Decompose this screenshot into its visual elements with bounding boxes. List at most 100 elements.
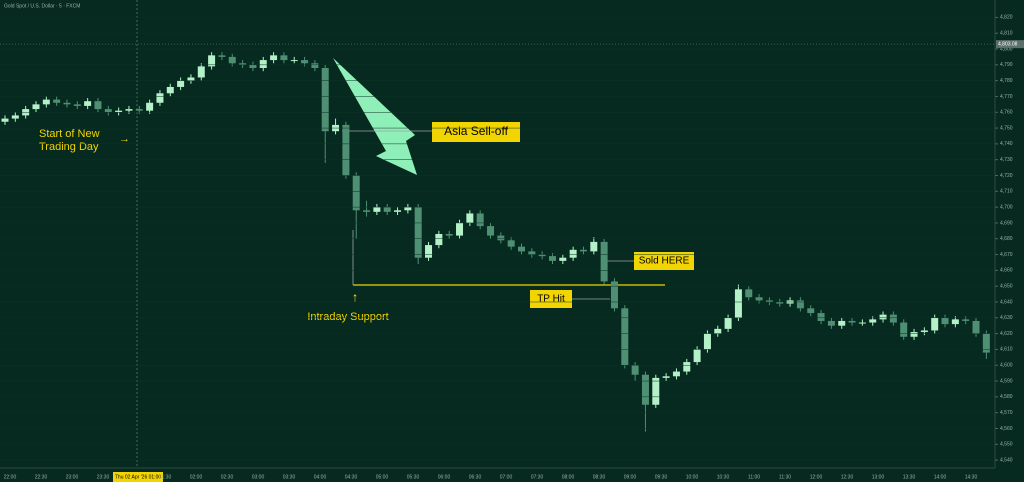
candle-body [104, 109, 112, 113]
candle-body [187, 77, 195, 81]
x-tick-label: 14:00 [934, 474, 947, 480]
y-tick-label: 4,760 [1000, 110, 1013, 116]
candle-body [662, 376, 670, 378]
candle-body [538, 254, 546, 257]
x-tick-label: 06:00 [438, 474, 451, 480]
candle-body [280, 55, 288, 61]
x-tick-label: 08:00 [562, 474, 575, 480]
candle-body [249, 64, 257, 68]
candle-body [714, 328, 722, 334]
y-tick-label: 4,570 [1000, 410, 1013, 416]
y-tick-label: 4,660 [1000, 268, 1013, 274]
candle-body [838, 320, 846, 326]
candle-body [569, 249, 577, 258]
candle-body [941, 317, 949, 325]
candle-body [290, 60, 298, 62]
candle-body [920, 330, 928, 333]
x-tick-label: 09:00 [624, 474, 637, 480]
x-tick-label: 04:00 [314, 474, 327, 480]
label-box [530, 290, 572, 308]
x-tick-label: 07:30 [531, 474, 544, 480]
x-tick-label: 10:00 [686, 474, 699, 480]
candle-body [672, 371, 680, 377]
label-box [634, 252, 694, 270]
candle-body [879, 314, 887, 320]
candle-body [466, 213, 474, 223]
candle-body [456, 222, 464, 236]
y-tick-label: 4,810 [1000, 31, 1013, 37]
candle-body [528, 251, 536, 255]
candle-body [166, 86, 174, 94]
candle-body [177, 80, 185, 87]
candle-body [693, 349, 701, 363]
candle-body [724, 317, 732, 329]
sell-off-arrow [333, 58, 417, 175]
candle-body [931, 317, 939, 331]
candle-body [352, 175, 360, 211]
candle-body [621, 308, 629, 366]
x-tick-label: 03:00 [252, 474, 265, 480]
candle-body [652, 377, 660, 405]
annotation-label: Asia Sell-off [444, 124, 508, 138]
annotation-text: Intraday Support [307, 311, 388, 323]
candle-body [476, 213, 484, 227]
x-tick-label: 01:30 [159, 474, 172, 480]
candle-body [487, 226, 495, 236]
candle-body [497, 235, 505, 241]
y-tick-label: 4,730 [1000, 157, 1013, 163]
symbol-legend: Gold Spot / U.S. Dollar · 5 · FXCM [4, 3, 80, 9]
x-tick-label: 08:30 [593, 474, 606, 480]
annotation-label: Sold HERE [639, 256, 690, 267]
candle-body [321, 67, 329, 132]
candle-body [94, 101, 102, 110]
candle-body [425, 245, 433, 258]
crosshair-label: Thu 02 Apr '26 01:00 [115, 474, 161, 480]
y-tick-label: 4,750 [1000, 125, 1013, 131]
candle-body [373, 207, 381, 212]
candle-body [631, 365, 639, 375]
candle-body [600, 241, 608, 282]
x-tick-label: 14:30 [965, 474, 978, 480]
candle-body [755, 297, 763, 301]
x-tick-label: 06:30 [469, 474, 482, 480]
candle-body [559, 257, 567, 261]
candle-body [910, 332, 918, 337]
x-tick-label: 23:30 [97, 474, 110, 480]
y-tick-label: 4,790 [1000, 62, 1013, 68]
candle-body [218, 55, 226, 57]
candle-body [11, 115, 19, 119]
candle-body [579, 249, 587, 252]
x-tick-label: 09:30 [655, 474, 668, 480]
candle-body [84, 101, 92, 106]
candle-body [259, 60, 267, 68]
crosshair-label-box [113, 472, 163, 482]
x-tick-label: 22:30 [35, 474, 48, 480]
candle-body [208, 55, 216, 67]
candle-body [125, 109, 133, 111]
y-tick-label: 4,620 [1000, 331, 1013, 337]
candle-body [972, 320, 980, 334]
x-tick-label: 05:30 [407, 474, 420, 480]
y-tick-label: 4,690 [1000, 220, 1013, 226]
x-tick-label: 12:00 [810, 474, 823, 480]
x-tick-label: 11:30 [779, 474, 791, 480]
x-tick-label: 23:00 [66, 474, 79, 480]
y-tick-label: 4,720 [1000, 173, 1013, 179]
candle-body [734, 289, 742, 318]
candle-body [518, 246, 525, 252]
y-tick-label: 4,650 [1000, 284, 1013, 290]
candle-body [435, 234, 443, 246]
candle-body [900, 322, 908, 337]
candle-body [383, 207, 391, 212]
candle-body [301, 60, 309, 64]
candle-body [394, 210, 402, 212]
y-tick-label: 4,780 [1000, 78, 1013, 84]
candle-body [342, 124, 350, 176]
x-tick-label: 04:30 [345, 474, 358, 480]
y-tick-label: 4,710 [1000, 189, 1013, 195]
candle-body [641, 374, 649, 405]
candle-body [239, 63, 247, 65]
annotation-text: Start of New Trading Day [39, 128, 100, 153]
last-price-box [996, 40, 1024, 49]
candle-body [745, 289, 753, 298]
